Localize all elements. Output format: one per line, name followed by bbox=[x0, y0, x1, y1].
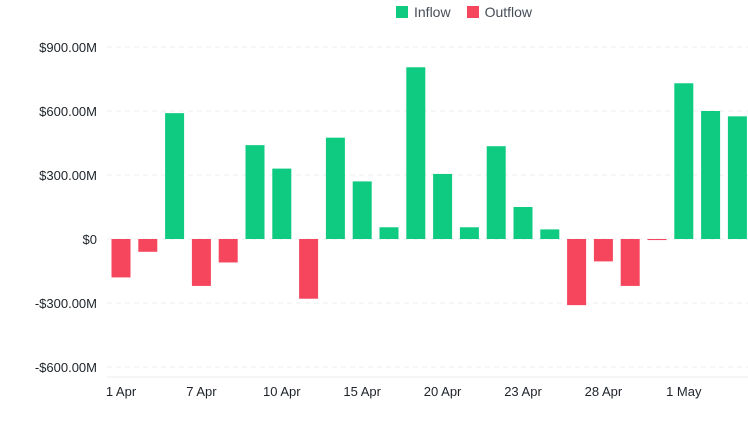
y-tick-label: $300.00M bbox=[39, 168, 97, 183]
y-tick-label: $900.00M bbox=[39, 40, 97, 55]
inflow-bar bbox=[272, 168, 292, 239]
x-tick-label: 10 Apr bbox=[263, 384, 301, 399]
inflow-bar bbox=[379, 227, 399, 239]
inflow-bar bbox=[406, 67, 426, 240]
inflow-bar bbox=[459, 227, 479, 239]
x-tick-label: 1 Apr bbox=[106, 384, 137, 399]
x-tick-label: 20 Apr bbox=[424, 384, 462, 399]
outflow-bar bbox=[567, 239, 587, 306]
outflow-bar bbox=[191, 239, 211, 286]
outflow-bar bbox=[111, 239, 131, 278]
inflow-bar bbox=[325, 137, 345, 239]
inflow-bar bbox=[165, 113, 185, 239]
inflow-bar bbox=[352, 181, 372, 239]
legend-item-outflow[interactable]: Outflow bbox=[466, 4, 533, 20]
inflow-bar bbox=[486, 146, 506, 239]
inflow-bar bbox=[701, 111, 721, 239]
y-tick-label: $600.00M bbox=[39, 104, 97, 119]
outflow-bar bbox=[138, 239, 158, 252]
x-tick-label: 28 Apr bbox=[585, 384, 623, 399]
legend-inflow-label: Inflow bbox=[414, 4, 451, 20]
inflow-swatch bbox=[396, 6, 408, 18]
outflow-bar bbox=[218, 239, 238, 263]
y-tick-label: -$300.00M bbox=[35, 296, 97, 311]
y-tick-label: -$600.00M bbox=[35, 360, 97, 375]
outflow-bar bbox=[620, 239, 640, 286]
x-tick-label: 23 Apr bbox=[504, 384, 542, 399]
inflow-bar bbox=[245, 145, 265, 239]
outflow-bar bbox=[299, 239, 319, 299]
inflow-bar bbox=[540, 229, 560, 239]
chart-legend: Inflow Outflow bbox=[396, 4, 532, 20]
outflow-bar bbox=[593, 239, 613, 262]
x-tick-label: 7 Apr bbox=[186, 384, 217, 399]
outflow-bar bbox=[647, 239, 667, 241]
inflow-bar bbox=[433, 173, 453, 239]
inflow-bar bbox=[674, 83, 694, 240]
x-tick-label: 1 May bbox=[666, 384, 702, 399]
x-tick-label: 15 Apr bbox=[343, 384, 381, 399]
inflow-bar bbox=[727, 116, 747, 239]
legend-outflow-label: Outflow bbox=[484, 4, 533, 20]
outflow-swatch bbox=[466, 6, 479, 18]
legend-item-inflow[interactable]: Inflow bbox=[396, 4, 451, 20]
inflow-bar bbox=[513, 207, 533, 239]
y-tick-label: $0 bbox=[83, 232, 97, 247]
